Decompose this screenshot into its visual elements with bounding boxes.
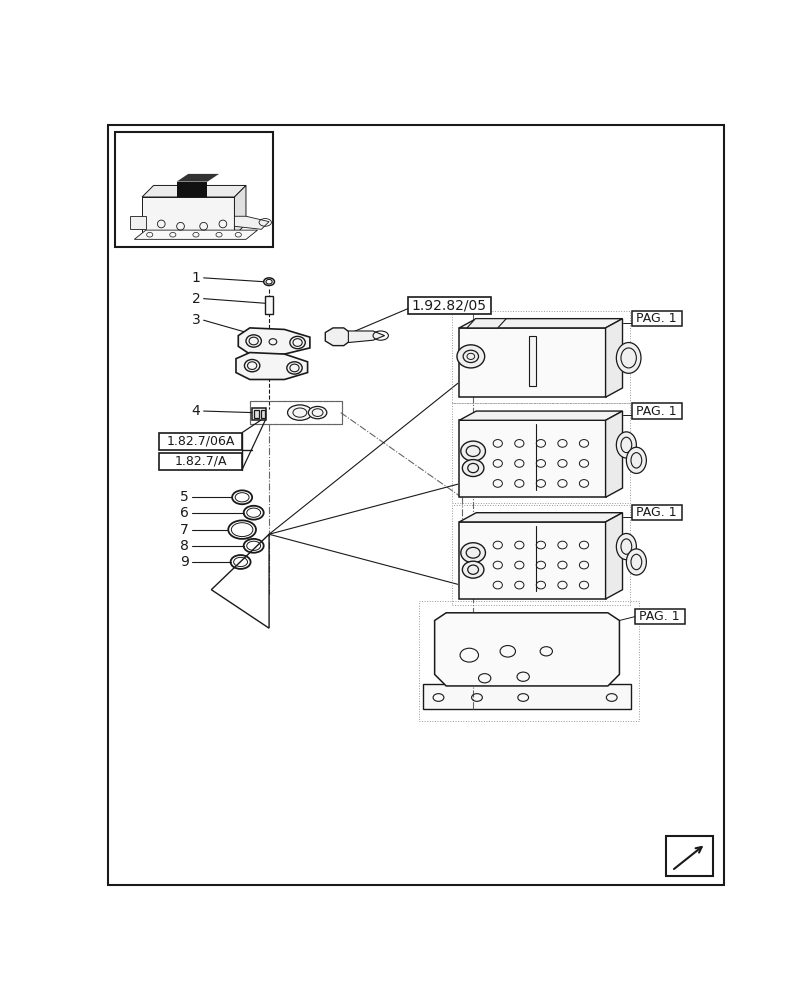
Text: 1: 1 [191,271,200,285]
Text: 6: 6 [180,506,189,520]
Polygon shape [605,513,622,599]
Polygon shape [605,411,622,497]
Bar [451,311,629,403]
Ellipse shape [457,345,484,368]
Polygon shape [605,319,622,397]
Ellipse shape [616,533,636,560]
Text: PAG. 1: PAG. 1 [635,312,676,325]
Polygon shape [348,331,384,343]
Ellipse shape [616,343,640,373]
Bar [254,410,259,418]
Text: 5: 5 [180,490,188,504]
Text: 7: 7 [180,523,188,537]
Polygon shape [459,420,605,497]
Polygon shape [459,522,605,599]
Polygon shape [131,216,146,229]
Text: 1.92.82/05: 1.92.82/05 [411,299,486,313]
Bar [631,311,681,326]
Bar [159,453,242,470]
Polygon shape [234,185,246,235]
Polygon shape [238,328,310,354]
Bar [265,296,272,314]
Polygon shape [466,319,505,328]
Bar [634,609,684,624]
Ellipse shape [625,549,646,575]
Bar [451,505,629,605]
Ellipse shape [461,441,485,461]
Text: 1.82.7/A: 1.82.7/A [174,455,226,468]
Text: 8: 8 [180,539,189,553]
Polygon shape [177,174,219,182]
Polygon shape [423,684,630,709]
Polygon shape [234,216,268,229]
Polygon shape [236,353,307,379]
Bar [665,836,713,876]
Polygon shape [459,328,605,397]
Bar [159,433,242,450]
Text: PAG. 1: PAG. 1 [638,610,679,623]
Text: PAG. 1: PAG. 1 [635,506,676,519]
Polygon shape [177,182,208,197]
Polygon shape [459,411,622,420]
Text: 2: 2 [191,292,200,306]
Polygon shape [134,230,257,239]
Ellipse shape [616,432,636,458]
Polygon shape [325,328,350,346]
Ellipse shape [625,447,646,473]
Text: PAG. 1: PAG. 1 [635,405,676,418]
Polygon shape [434,613,619,686]
Text: 4: 4 [191,404,200,418]
Polygon shape [459,513,622,522]
Bar [260,410,265,418]
Ellipse shape [308,406,326,419]
Bar [631,403,681,419]
Ellipse shape [461,561,483,578]
Ellipse shape [287,405,311,420]
Polygon shape [142,185,246,197]
Bar [115,132,272,247]
Bar [528,336,535,386]
Bar [407,297,490,314]
Text: 3: 3 [191,313,200,327]
Polygon shape [142,197,234,235]
Bar [451,403,629,503]
Ellipse shape [461,543,485,563]
Bar [252,408,266,420]
Ellipse shape [461,460,483,477]
Text: 9: 9 [180,555,189,569]
Bar [250,401,341,424]
Polygon shape [459,319,622,328]
Text: 1.82.7/06A: 1.82.7/06A [166,435,234,448]
Bar [631,505,681,520]
Bar [418,601,638,721]
Bar [250,401,341,424]
